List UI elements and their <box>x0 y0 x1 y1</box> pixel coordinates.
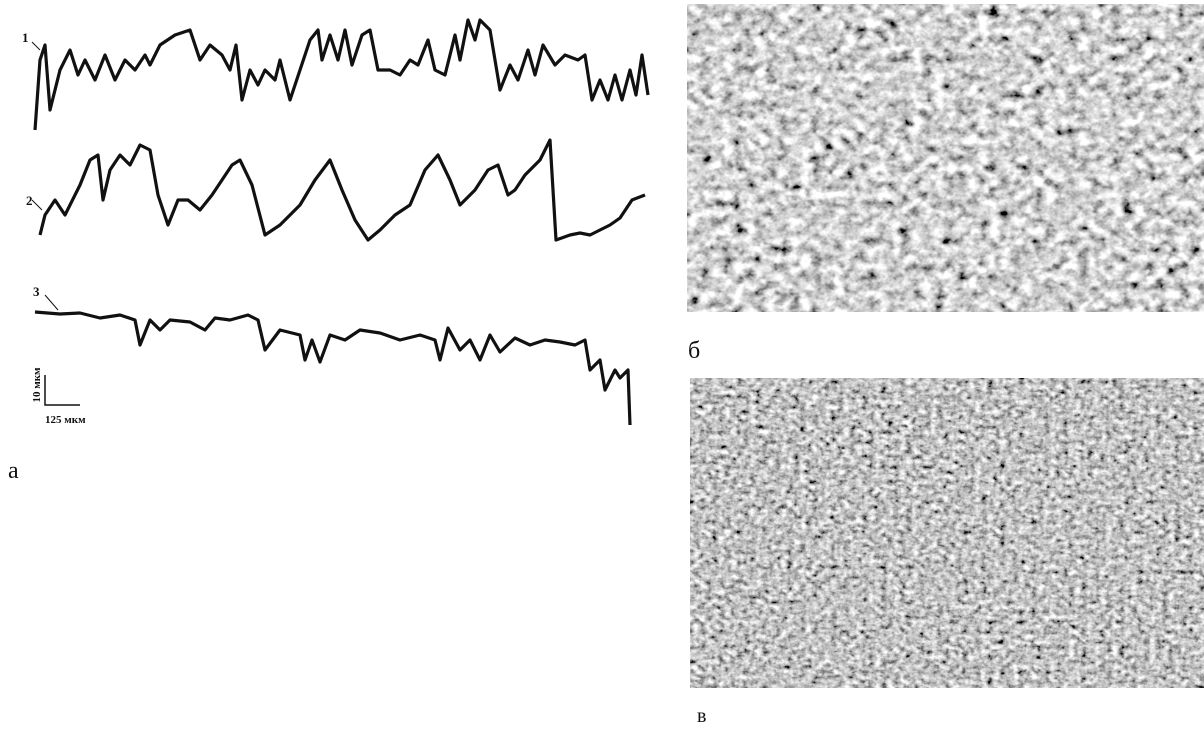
panel-label: а <box>8 458 19 484</box>
curve-label: 3 <box>33 284 40 299</box>
profile-curve <box>33 18 650 131</box>
panel-label: в <box>697 705 706 727</box>
profile-curve <box>38 138 646 242</box>
profile-curve <box>34 310 632 426</box>
curve-label: 2 <box>26 193 33 208</box>
scale-label: 125 мкм <box>45 414 86 426</box>
micrograph <box>690 378 1204 688</box>
panel-label: б <box>688 338 700 364</box>
scale-label: 10 мкм <box>31 367 43 403</box>
curve-label: 1 <box>22 30 29 45</box>
label-pointer <box>44 294 59 311</box>
label-pointer <box>31 41 41 51</box>
micrograph <box>687 4 1204 312</box>
label-pointer <box>31 199 43 211</box>
scale-bar <box>44 375 80 406</box>
